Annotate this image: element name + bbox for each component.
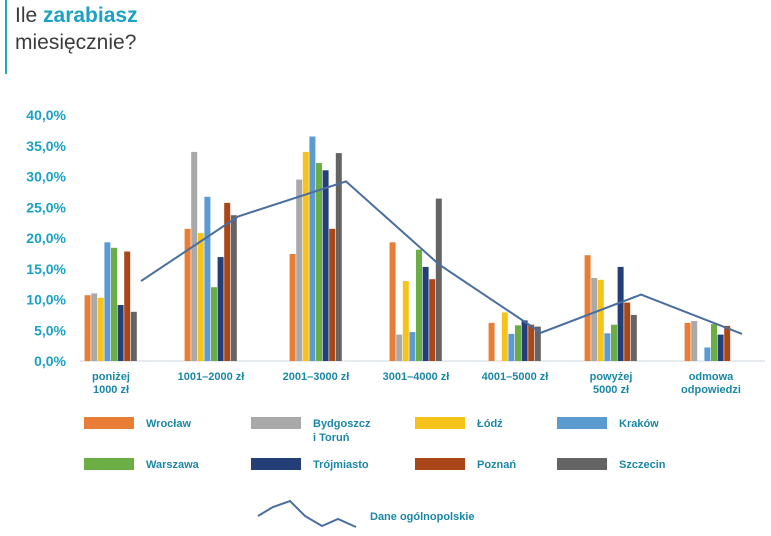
bar (224, 202, 231, 361)
title-highlight: zarabiasz (43, 4, 138, 27)
bar (416, 249, 422, 361)
bar (429, 279, 436, 361)
legend-line-sample (257, 499, 357, 528)
y-tick-label: 25,0% (26, 199, 66, 215)
bar (191, 151, 198, 361)
legend-label: Wrocław (146, 418, 191, 430)
bar (130, 311, 137, 361)
y-tick-label: 20,0% (26, 230, 66, 246)
legend-swatch (415, 458, 465, 470)
bar (691, 321, 698, 361)
bar (97, 297, 104, 361)
legend-label: Bydgoszcz (313, 418, 371, 430)
legend-label: Warszawa (146, 459, 200, 471)
category-label: odmowa (689, 371, 734, 383)
legend-label: Łódź (477, 418, 503, 430)
bar (217, 257, 224, 361)
bar (402, 281, 409, 361)
bar (611, 324, 617, 361)
bar (289, 254, 296, 361)
y-tick-label: 30,0% (26, 169, 66, 185)
category-label: 1000 zł (93, 384, 129, 396)
category-label: 4001–5000 zł (482, 371, 549, 383)
bar (329, 228, 336, 361)
y-tick-label: 35,0% (26, 138, 66, 154)
category-label: poniżej (92, 371, 130, 383)
bar (528, 324, 535, 361)
bar (117, 305, 124, 361)
legend-label: Kraków (619, 418, 659, 430)
bar (204, 196, 211, 361)
legend-label: Dane ogólnopolskie (370, 511, 475, 523)
category-label: 3001–4000 zł (383, 371, 450, 383)
bar (617, 266, 624, 361)
bar (197, 233, 204, 361)
category-label: 5000 zł (593, 384, 629, 396)
bar (211, 287, 217, 361)
bar (389, 242, 396, 361)
legend-swatch (251, 458, 301, 470)
bar (296, 179, 303, 361)
bar (91, 293, 98, 361)
legend-label: Poznań (477, 459, 516, 471)
chart-title: Ile zarabiasz miesięcznie? (15, 2, 138, 56)
legend-swatch (84, 458, 134, 470)
bar (534, 326, 541, 361)
bar (508, 333, 515, 361)
bar (322, 170, 329, 361)
category-label: 1001–2000 zł (178, 371, 245, 383)
bar (422, 266, 429, 361)
bar (104, 242, 111, 361)
legend-swatch (557, 458, 607, 470)
y-tick-label: 0,0% (34, 353, 66, 369)
bar (597, 279, 604, 361)
bar (711, 324, 717, 361)
bar (335, 153, 342, 361)
bar (630, 314, 637, 361)
bar (124, 251, 131, 361)
y-tick-label: 40,0% (26, 107, 66, 123)
bar (396, 334, 403, 361)
bar (309, 136, 316, 361)
bar (515, 325, 521, 361)
category-label: odpowiedzi (681, 384, 741, 396)
legend-swatch (557, 417, 607, 429)
legend-swatch (251, 417, 301, 429)
y-tick-label: 5,0% (34, 322, 66, 338)
category-label: 2001–3000 zł (283, 371, 350, 383)
bar (84, 295, 91, 361)
bar (111, 247, 117, 361)
bar (624, 302, 631, 361)
bar (591, 278, 598, 361)
legend-label: Szczecin (619, 459, 666, 471)
bar (435, 198, 442, 361)
y-tick-label: 10,0% (26, 292, 66, 308)
legend-label: i Toruń (313, 432, 350, 444)
bar (684, 322, 691, 361)
legend-swatch (415, 417, 465, 429)
bar (501, 312, 508, 361)
legend-label: Trójmiasto (313, 459, 369, 471)
bar (409, 332, 416, 361)
legend-swatch (84, 417, 134, 429)
bar (521, 320, 528, 361)
national-line (140, 180, 743, 335)
bar (724, 325, 731, 361)
bar (717, 334, 724, 361)
title-accent-bar (5, 0, 7, 74)
bar (302, 151, 309, 361)
bar (316, 163, 322, 361)
title-part1: Ile (15, 4, 44, 27)
bar (230, 215, 237, 361)
bar (604, 333, 611, 361)
bar (704, 347, 711, 361)
title-line2: miesięcznie? (15, 31, 137, 54)
bar (488, 322, 495, 361)
bar (584, 255, 591, 361)
y-tick-label: 15,0% (26, 261, 66, 277)
bar (184, 228, 191, 361)
category-label: powyżej (590, 371, 633, 383)
